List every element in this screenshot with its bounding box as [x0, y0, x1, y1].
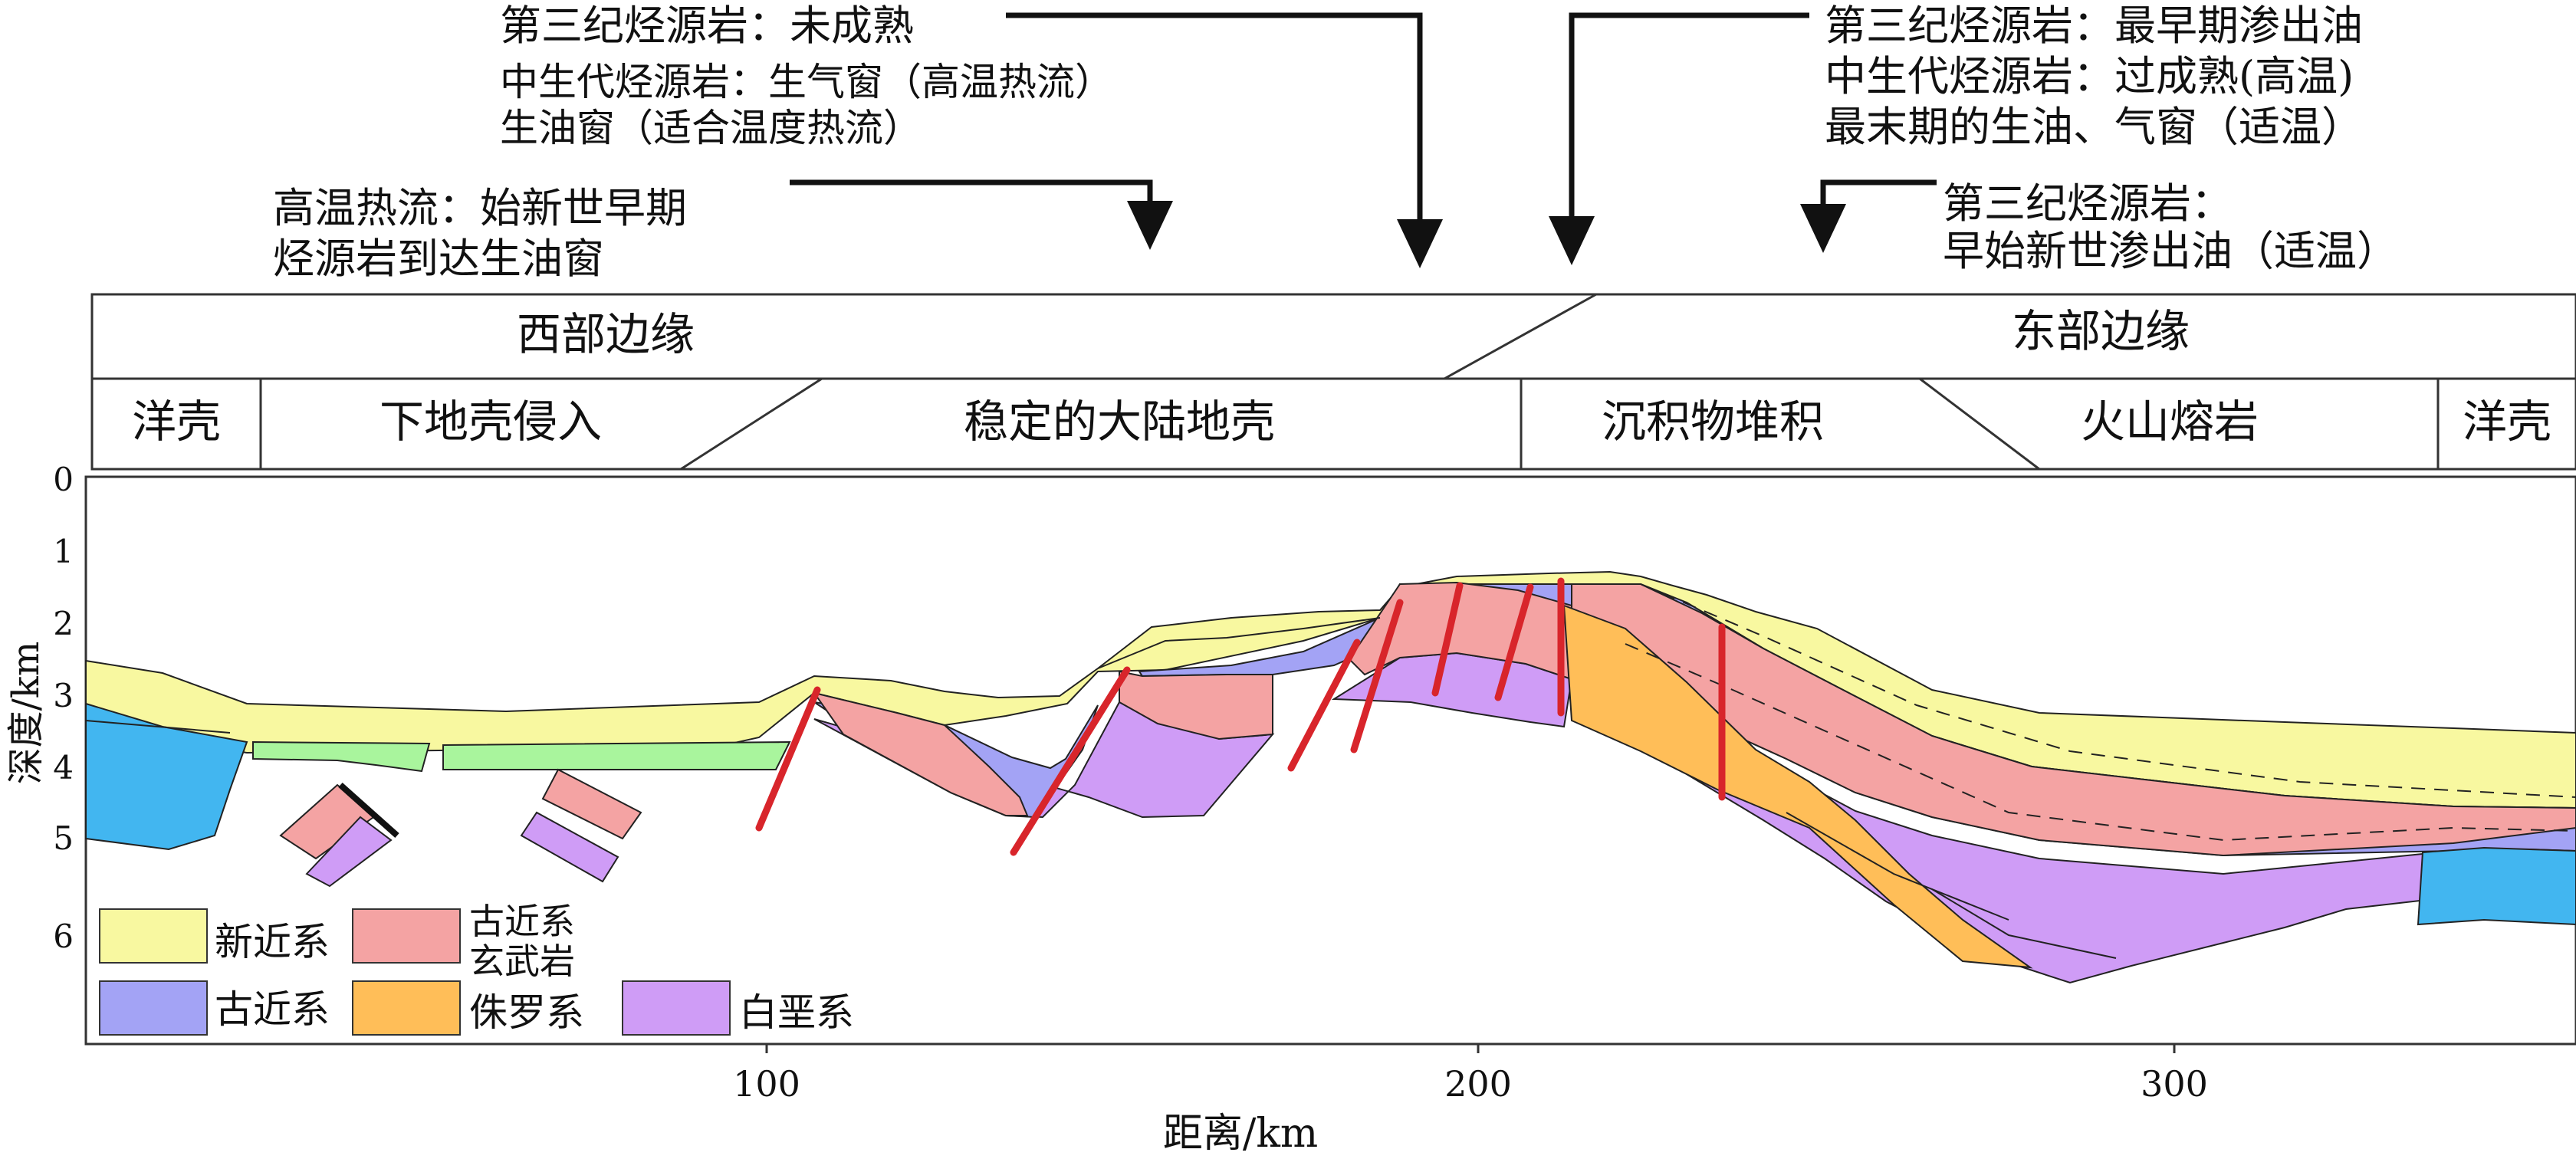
- zone-east-margin: 东部边缘: [2012, 305, 2190, 357]
- x-tick-label: 100: [733, 1063, 800, 1105]
- fault-5: [1431, 582, 1464, 697]
- y-tick-label: 4: [53, 749, 74, 786]
- layer-paleogene-basalt-mid: [1119, 670, 1273, 740]
- annotation-east-3: 最末期的生油、气窗（适温）: [1825, 103, 2363, 151]
- arrow-head-1: [1127, 201, 1173, 250]
- contact-line: [1931, 888, 2117, 959]
- contact-line: [1097, 617, 1381, 669]
- arrow-head-4: [1800, 204, 1846, 253]
- fault-4: [1350, 599, 1404, 754]
- zone-lower-crust-intrusion: 下地壳侵入: [380, 396, 602, 448]
- block-basalt-2: [541, 768, 642, 840]
- arrow-line-4: [1820, 179, 1937, 207]
- zone-ocean-crust-east: 洋壳: [2463, 396, 2551, 448]
- annotation-hot-flow-2: 烃源岩到达生油窗: [273, 235, 604, 283]
- legend-label-neogene: 新近系: [215, 920, 330, 964]
- fault-3: [1287, 639, 1361, 772]
- faults: [755, 577, 1726, 856]
- x-axis-label: 距离/km: [1163, 1111, 1318, 1156]
- y-tick-label: 1: [53, 533, 74, 570]
- legend-swatch-jurassic: [352, 980, 461, 1036]
- detached-blocks: [279, 768, 642, 888]
- annotation-arrows: [790, 12, 1937, 222]
- legend-swatch-cretaceous: [622, 980, 731, 1036]
- x-tick-labels: 100 200 300: [733, 1063, 2208, 1105]
- zone-bands: [90, 293, 2576, 471]
- arrow-line-3: [1569, 12, 1809, 222]
- geologic-layers: [85, 570, 2576, 984]
- y-tick-label: 2: [53, 605, 74, 642]
- x-tick-label: 200: [1444, 1063, 1512, 1105]
- legend-label-paleogene-basalt-2: 玄武岩: [469, 941, 575, 982]
- arrow-line-2: [1006, 12, 1423, 222]
- annotation-east-5: 早始新世渗出油（适温）: [1943, 227, 2398, 275]
- zone-sediment-accumulation: 沉积物堆积: [1602, 396, 1824, 448]
- contact-line: [85, 720, 231, 734]
- legend-label-paleogene: 古近系: [215, 987, 330, 1032]
- annotation-mesozoic-oil: 生油窗（适合温度热流）: [500, 106, 922, 150]
- x-tick-label: 300: [2141, 1063, 2208, 1105]
- legend-label-paleogene-basalt-1: 古近系: [469, 901, 575, 942]
- arrow-head-3: [1549, 216, 1595, 265]
- zone-ocean-crust-west: 洋壳: [132, 396, 221, 448]
- y-tick-label: 0: [53, 461, 74, 498]
- zone-labels: 西部边缘 东部边缘 洋壳 下地壳侵入 稳定的大陆地壳 沉积物堆积 火山熔岩 洋壳: [132, 305, 2551, 448]
- contact-line: [1786, 812, 2009, 921]
- detached-fault: [338, 783, 399, 838]
- zone-west-margin: 西部边缘: [517, 308, 695, 360]
- zone-stable-continental-crust: 稳定的大陆地壳: [964, 396, 1275, 448]
- annotation-tertiary-immature: 第三纪烃源岩：未成熟: [500, 2, 914, 50]
- y-tick-label: 3: [53, 677, 74, 714]
- legend-label-cretaceous: 白垩系: [739, 990, 854, 1035]
- annotation-mesozoic-gas: 中生代烃源岩：生气窗（高温热流）: [500, 60, 1113, 104]
- x-axis: [765, 1044, 2176, 1053]
- fault-2: [1010, 666, 1131, 856]
- y-tick-label: 6: [53, 918, 74, 955]
- legend-swatch-paleogene: [99, 980, 208, 1036]
- block-cretaceous-2: [520, 811, 619, 883]
- annotation-hot-flow-1: 高温热流：始新世早期: [273, 184, 687, 232]
- zone-volcanic-lava: 火山熔岩: [2081, 396, 2259, 448]
- legend-label-jurassic: 侏罗系: [469, 990, 584, 1035]
- contact-line: [1625, 643, 2576, 842]
- y-axis-label: 深度/km: [5, 642, 48, 785]
- annotations: 第三纪烃源岩：未成熟 中生代烃源岩：生气窗（高温热流） 生油窗（适合温度热流） …: [273, 2, 2398, 283]
- fault-6: [1494, 583, 1534, 701]
- contact-line: [1640, 583, 2576, 798]
- annotation-east-1: 第三纪烃源岩：最早期渗出油: [1825, 2, 2363, 50]
- layer-cretaceous-east: [1625, 688, 2576, 984]
- fault-1: [755, 686, 821, 832]
- legend-swatch-neogene: [99, 908, 208, 964]
- arrow-heads: [1127, 201, 1846, 268]
- legend: 新近系 古近系 玄武岩 古近系 侏罗系 白垩系: [99, 901, 854, 1036]
- arrow-line-1: [790, 179, 1153, 222]
- legend-swatch-paleogene-basalt: [352, 908, 461, 964]
- layer-paleogene-basalt-west: [812, 691, 1029, 816]
- arrow-head-2: [1397, 219, 1443, 268]
- layer-contacts: [85, 583, 2576, 959]
- layer-ocean-crust-east: [2417, 846, 2576, 926]
- annotation-east-2: 中生代烃源岩：过成熟(高温): [1825, 52, 2354, 100]
- layer-ocean-crust-west: [85, 702, 248, 851]
- annotation-east-4: 第三纪烃源岩：: [1943, 179, 2233, 228]
- y-axis: 0 1 2 3 4 5 6: [53, 461, 74, 955]
- layer-intrusion: [252, 740, 431, 773]
- layer-intrusion-2: [442, 740, 791, 770]
- block-cretaceous-1: [305, 816, 393, 888]
- y-tick-label: 5: [53, 819, 74, 857]
- layer-paleogene-basalt-central: [1348, 581, 1572, 681]
